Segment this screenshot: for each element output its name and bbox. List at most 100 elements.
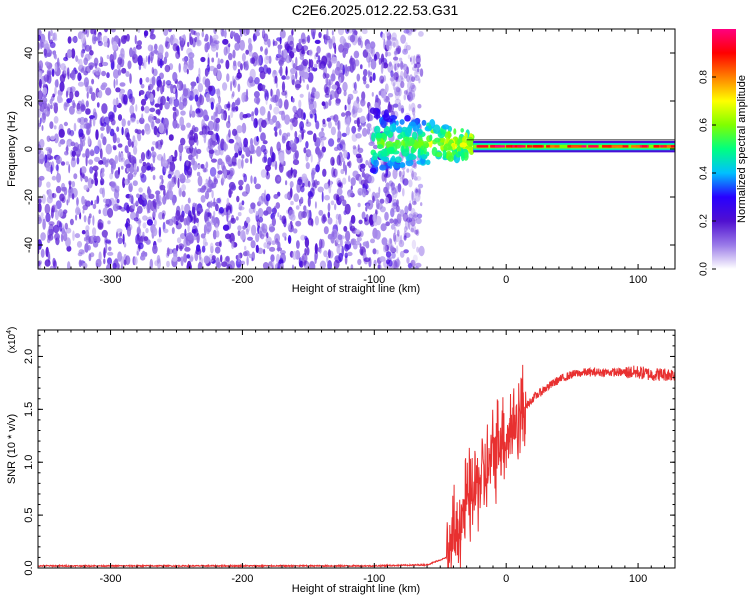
spectrogram-cell bbox=[273, 106, 280, 115]
spectrogram-cell bbox=[328, 185, 332, 194]
spectrogram-cell bbox=[168, 134, 174, 141]
spectrogram-cell bbox=[59, 74, 66, 83]
spectrogram-cell bbox=[46, 237, 51, 244]
spectrogram-cell bbox=[133, 163, 137, 171]
spectrogram-cell bbox=[399, 250, 405, 258]
spectrogram-cell bbox=[204, 78, 211, 88]
spectrogram-cell bbox=[398, 88, 402, 97]
spectrogram-cell bbox=[189, 256, 194, 263]
spectrogram-cell bbox=[396, 213, 402, 224]
spectrogram-cell bbox=[192, 225, 198, 234]
spectrogram-cell bbox=[51, 205, 55, 213]
spectrogram-cell bbox=[126, 204, 130, 214]
spectrogram-cell bbox=[230, 30, 234, 38]
spectrogram-cell bbox=[158, 44, 164, 56]
spectrogram-cell bbox=[112, 41, 118, 51]
spectrogram-cell bbox=[274, 75, 278, 84]
spectrogram-cell bbox=[156, 86, 160, 92]
spectrogram-cell bbox=[412, 124, 420, 132]
spectrogram-cell bbox=[277, 46, 282, 56]
spectrogram-cell bbox=[215, 241, 221, 247]
spectrogram-cell bbox=[294, 79, 301, 91]
spectrogram-cell bbox=[66, 49, 73, 59]
spectrogram-cell bbox=[166, 96, 170, 102]
spectrogram-cell bbox=[412, 107, 416, 116]
spectrogram-cell bbox=[297, 178, 303, 186]
spectrogram-cell bbox=[398, 57, 403, 62]
spectrogram-cell bbox=[385, 167, 389, 177]
spectrogram-cell bbox=[237, 158, 242, 169]
spectrogram-cell bbox=[434, 137, 441, 143]
snr-series-line bbox=[38, 364, 675, 568]
spectrogram-cell bbox=[97, 222, 104, 230]
spectrogram-cell bbox=[243, 173, 247, 183]
spectrogram-cell bbox=[241, 122, 247, 134]
spectrogram-cell bbox=[406, 168, 410, 173]
spectrogram-cell bbox=[263, 242, 268, 249]
spectrogram-cell bbox=[384, 211, 389, 221]
spectrogram-cell bbox=[145, 150, 152, 160]
spectrogram-cell bbox=[315, 120, 320, 130]
spectrogram-cell bbox=[116, 198, 120, 204]
spectrogram-cell bbox=[409, 74, 413, 82]
spectrogram-cell bbox=[113, 50, 117, 61]
spectrogram-cell bbox=[361, 91, 366, 101]
spectrogram-cell bbox=[329, 180, 332, 188]
spectrogram-cell bbox=[179, 150, 183, 159]
spectrogram-cell bbox=[290, 167, 293, 176]
spectrogram-cell bbox=[135, 44, 142, 50]
spectrogram-cell bbox=[349, 225, 356, 232]
signal-peak bbox=[670, 145, 675, 148]
spectrogram-cell bbox=[373, 110, 378, 116]
spectrogram-cell bbox=[143, 30, 149, 37]
spectrogram-cell bbox=[431, 146, 438, 157]
spectrogram-cell bbox=[83, 117, 88, 123]
signal-peak bbox=[505, 145, 514, 148]
spectrogram-cell bbox=[95, 262, 99, 268]
spectrogram-cell bbox=[291, 29, 294, 36]
spectrogram-cell bbox=[74, 90, 80, 98]
spectrogram-cell bbox=[105, 243, 108, 254]
spectrogram-cell bbox=[259, 125, 262, 133]
spectrogram-cell bbox=[41, 103, 44, 113]
spectrogram-cell bbox=[223, 143, 229, 151]
spectrogram-cell bbox=[136, 251, 139, 256]
spectrogram-cell bbox=[175, 210, 181, 221]
spectrogram-cell bbox=[303, 67, 310, 73]
spectrogram-cell bbox=[51, 175, 57, 181]
spectrogram-cell bbox=[255, 31, 260, 37]
spectrogram-cell bbox=[251, 224, 257, 236]
spectrogram-cell bbox=[59, 81, 65, 92]
spectrogram-cell bbox=[248, 76, 254, 84]
spectrogram-cell bbox=[76, 205, 79, 213]
spectrogram-cell bbox=[368, 175, 375, 184]
signal-peak bbox=[660, 145, 663, 148]
spectrogram-cell bbox=[425, 159, 431, 166]
spectrogram-cell bbox=[83, 77, 89, 88]
spectrogram-cell bbox=[173, 98, 180, 108]
spectrogram-cell bbox=[205, 178, 209, 185]
spectrogram-cell bbox=[38, 260, 41, 267]
spectrogram-cell bbox=[276, 247, 283, 252]
spectrogram-cell bbox=[410, 219, 416, 226]
spectrogram-cell bbox=[403, 44, 407, 53]
spectrogram-cell bbox=[194, 203, 198, 211]
spectrogram-cell bbox=[381, 32, 386, 41]
spectrogram-cell bbox=[322, 168, 327, 177]
spectrogram-cell bbox=[108, 246, 112, 252]
spectrogram-cell bbox=[190, 147, 196, 158]
spectrogram-cell bbox=[171, 227, 175, 235]
spectrogram-cell bbox=[409, 89, 416, 101]
spectrogram-cell bbox=[385, 251, 392, 258]
spectrogram-cell bbox=[102, 35, 108, 43]
spectrogram-cell bbox=[404, 219, 410, 230]
spectrogram-cell bbox=[377, 263, 382, 269]
spectrogram-cell bbox=[140, 105, 145, 112]
spectrogram-cell bbox=[410, 55, 414, 65]
spectrogram-cell bbox=[239, 39, 245, 51]
spectrogram-cell bbox=[133, 256, 138, 266]
spectrogram-cell bbox=[344, 203, 351, 215]
spectrogram-cell bbox=[314, 112, 317, 123]
spectrogram-cell bbox=[329, 90, 336, 100]
spectrogram-cell bbox=[228, 181, 236, 190]
